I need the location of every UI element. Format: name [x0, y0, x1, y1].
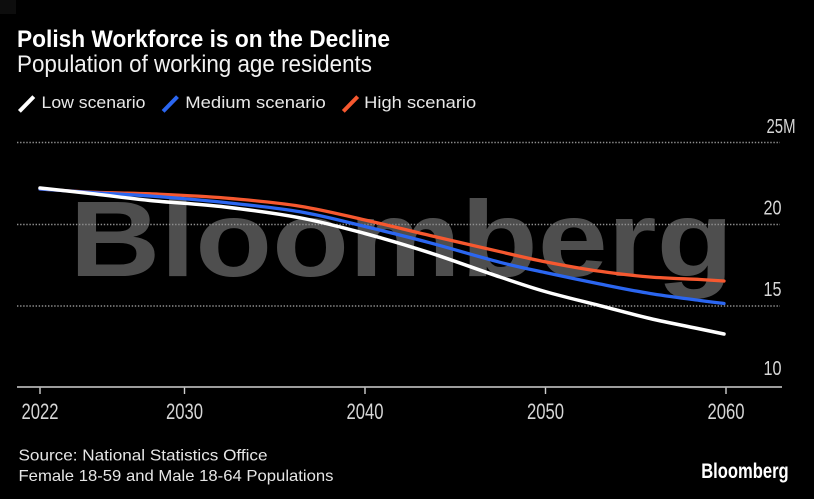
- svg-text:2022: 2022: [22, 399, 59, 424]
- svg-text:Low scenario: Low scenario: [42, 93, 146, 112]
- svg-text:20: 20: [764, 198, 782, 220]
- svg-text:Female 18-59 and Male 18-64 Po: Female 18-59 and Male 18-64 Populations: [19, 468, 334, 485]
- svg-text:High scenario: High scenario: [364, 93, 476, 112]
- svg-text:10: 10: [764, 358, 782, 380]
- svg-text:Medium scenario: Medium scenario: [185, 93, 325, 112]
- svg-text:Polish Workforce is on the Dec: Polish Workforce is on the Decline: [17, 26, 390, 53]
- svg-text:Source: National Statistics Of: Source: National Statistics Office: [19, 448, 268, 465]
- svg-text:Bloomberg: Bloomberg: [701, 460, 789, 483]
- svg-text:2050: 2050: [527, 399, 564, 424]
- svg-text:25M: 25M: [767, 116, 796, 138]
- svg-text:2030: 2030: [166, 399, 203, 424]
- svg-text:2060: 2060: [708, 399, 745, 424]
- svg-text:Population of working age resi: Population of working age residents: [17, 51, 372, 78]
- svg-text:15: 15: [764, 279, 782, 301]
- svg-text:2040: 2040: [347, 399, 384, 424]
